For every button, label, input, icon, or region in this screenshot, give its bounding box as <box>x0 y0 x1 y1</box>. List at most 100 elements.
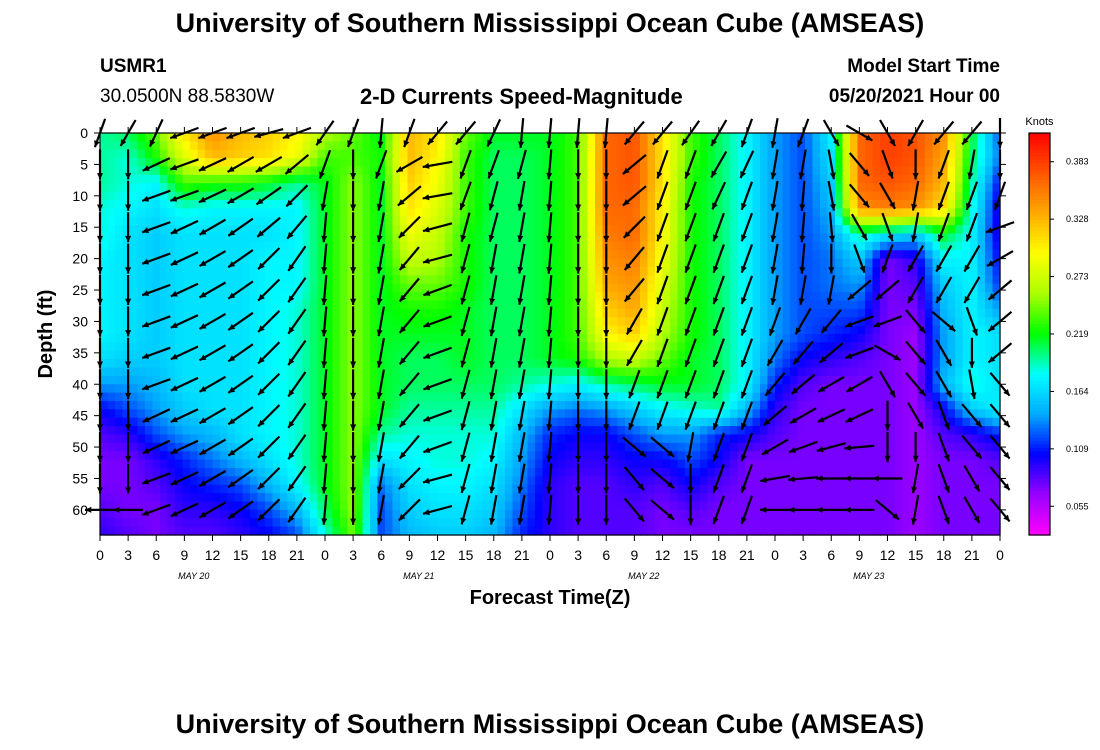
heatmap-cell <box>655 275 664 285</box>
heatmap-cell <box>932 158 941 168</box>
heatmap-cell <box>512 158 521 168</box>
heatmap-cell <box>925 459 934 469</box>
heatmap-cell <box>287 241 296 251</box>
heatmap-cell <box>820 133 829 142</box>
heatmap-cell <box>152 434 161 444</box>
heatmap-cell <box>512 208 521 218</box>
heatmap-cell <box>542 191 551 201</box>
heatmap-cell <box>212 392 221 402</box>
heatmap-cell <box>872 174 881 184</box>
heatmap-cell <box>415 208 424 218</box>
heatmap-cell <box>805 300 814 310</box>
heatmap-cell <box>977 367 986 377</box>
heatmap-cell <box>407 308 416 318</box>
heatmap-cell <box>467 166 476 176</box>
heatmap-cell <box>767 292 776 302</box>
heatmap-cell <box>992 233 1001 243</box>
heatmap-cell <box>182 426 191 436</box>
heatmap-cell <box>955 409 964 419</box>
heatmap-cell <box>587 166 596 176</box>
heatmap-cell <box>632 216 641 226</box>
heatmap-cell <box>190 258 199 268</box>
heatmap-cell <box>505 208 514 218</box>
heatmap-cell <box>467 191 476 201</box>
heatmap-cell <box>835 275 844 285</box>
heatmap-cell <box>280 375 289 385</box>
heatmap-cell <box>482 149 491 159</box>
heatmap-cell <box>617 225 626 235</box>
heatmap-cell <box>760 417 769 427</box>
heatmap-cell <box>850 325 859 335</box>
heatmap-cell <box>700 317 709 327</box>
heatmap-cell <box>752 250 761 260</box>
heatmap-cell <box>362 401 371 410</box>
heatmap-cell <box>910 317 919 327</box>
heatmap-cell <box>205 317 214 327</box>
heatmap-cell <box>227 451 236 461</box>
heatmap-cell <box>137 367 146 377</box>
heatmap-cell <box>557 225 566 235</box>
heatmap-cell <box>632 451 641 461</box>
heatmap-cell <box>527 451 536 461</box>
heatmap-cell <box>430 459 439 469</box>
heatmap-cell <box>302 317 311 327</box>
heatmap-cell <box>527 384 536 394</box>
heatmap-cell <box>452 208 461 218</box>
heatmap-cell <box>355 183 364 193</box>
heatmap-cell <box>700 434 709 444</box>
heatmap-cell <box>970 317 979 327</box>
heatmap-cell <box>347 225 356 235</box>
heatmap-cell <box>115 308 124 318</box>
heatmap-cell <box>790 451 799 461</box>
heatmap-cell <box>895 434 904 444</box>
heatmap-cell <box>400 225 409 235</box>
heatmap-cell <box>325 141 334 151</box>
heatmap-cell <box>715 325 724 335</box>
heatmap-cell <box>640 191 649 201</box>
heatmap-cell <box>512 350 521 360</box>
heatmap-cell <box>940 149 949 159</box>
heatmap-cell <box>790 141 799 151</box>
heatmap-cell <box>805 141 814 151</box>
heatmap-cell <box>437 375 446 385</box>
heatmap-cell <box>287 225 296 235</box>
heatmap-cell <box>362 384 371 394</box>
heatmap-cell <box>550 233 559 243</box>
heatmap-cell <box>475 275 484 285</box>
heatmap-cell <box>392 200 401 209</box>
heatmap-cell <box>857 375 866 385</box>
heatmap-cell <box>197 426 206 436</box>
heatmap-cell <box>287 149 296 159</box>
heatmap-cell <box>940 342 949 352</box>
heatmap-cell <box>565 149 574 159</box>
heatmap-cell <box>520 375 529 385</box>
heatmap-cell <box>460 283 469 293</box>
heatmap-cell <box>610 174 619 184</box>
heatmap-cell <box>227 476 236 486</box>
heatmap-cell <box>137 434 146 444</box>
heatmap-cell <box>842 342 851 352</box>
heatmap-cell <box>355 174 364 184</box>
heatmap-cell <box>325 250 334 260</box>
heatmap-cell <box>257 317 266 327</box>
heatmap-cell <box>325 317 334 327</box>
heatmap-cell <box>902 392 911 402</box>
heatmap-cell <box>617 283 626 293</box>
heatmap-cell <box>317 359 326 369</box>
heatmap-cell <box>482 292 491 302</box>
heatmap-cell <box>955 158 964 168</box>
heatmap-cell <box>242 275 251 285</box>
heatmap-cell <box>850 317 859 327</box>
heatmap-cell <box>812 233 821 243</box>
heatmap-cell <box>790 292 799 302</box>
heatmap-cell <box>662 342 671 352</box>
heatmap-cell <box>100 225 109 235</box>
heatmap-cell <box>205 174 214 184</box>
heatmap-cell <box>415 300 424 310</box>
heatmap-cell <box>557 158 566 168</box>
heatmap-cell <box>647 325 656 335</box>
heatmap-cell <box>700 426 709 436</box>
heatmap-cell <box>722 342 731 352</box>
heatmap-cell <box>340 183 349 193</box>
heatmap-cell <box>137 300 146 310</box>
